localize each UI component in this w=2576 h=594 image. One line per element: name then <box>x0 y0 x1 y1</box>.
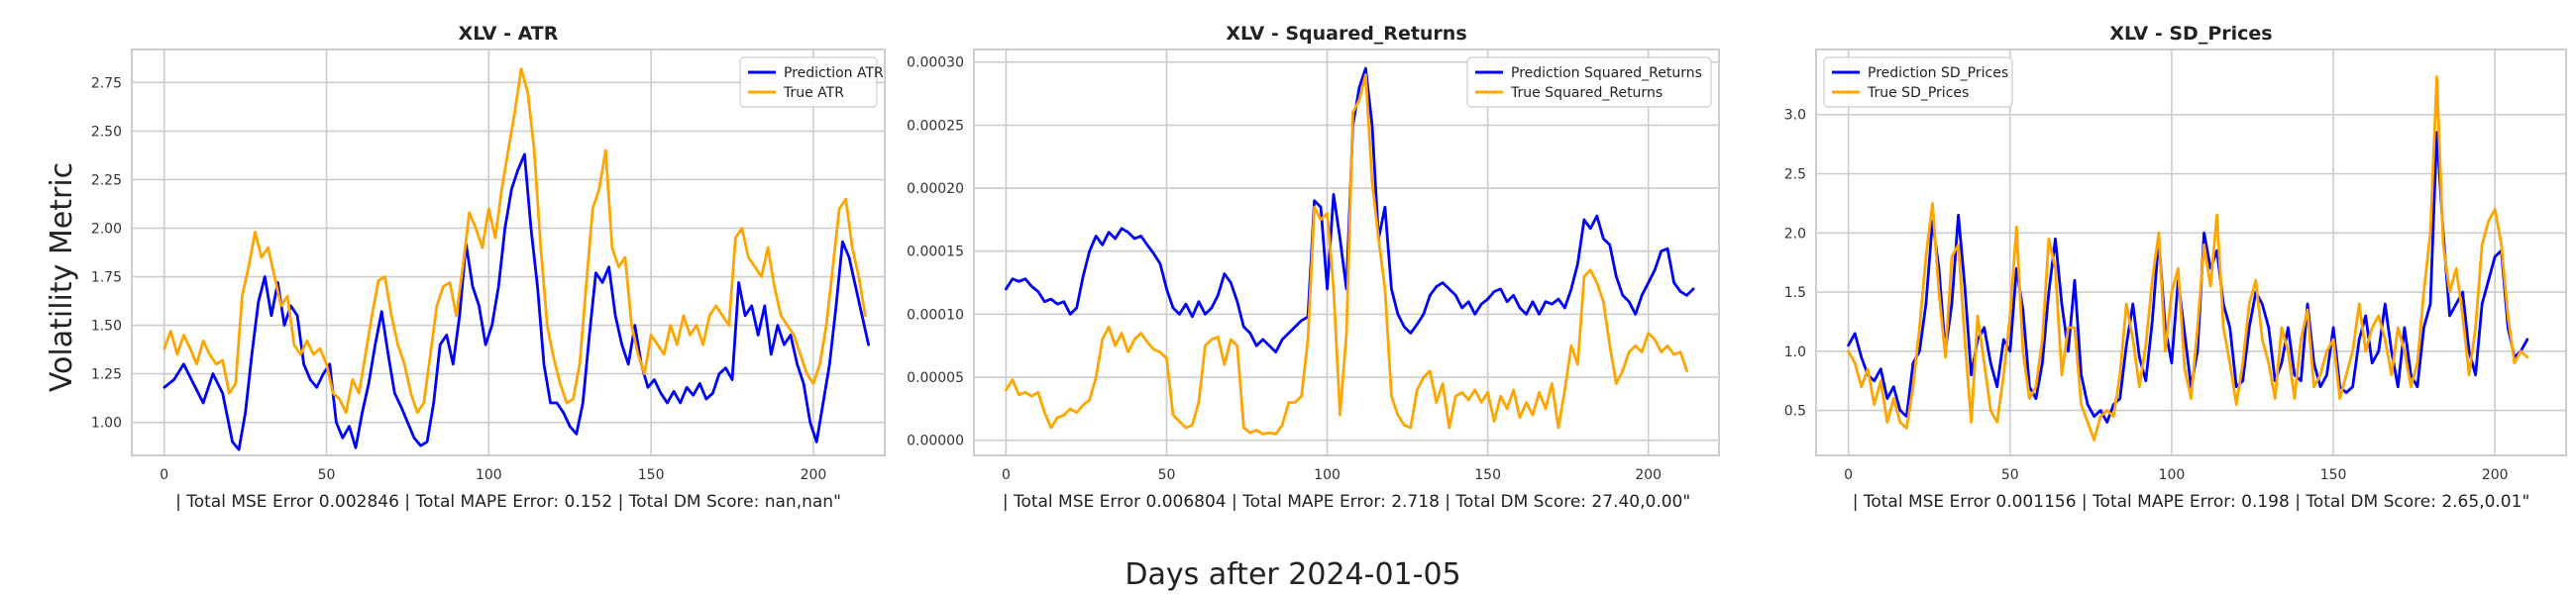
y-tick-label: 0.00010 <box>907 307 964 323</box>
x-tick-label: 0 <box>160 467 168 483</box>
x-tick-label: 200 <box>1635 467 1662 483</box>
legend-entry: True ATR <box>783 85 844 101</box>
y-tick-label: 2.5 <box>1784 167 1806 183</box>
x-tick-label: 100 <box>476 467 502 483</box>
legend-box <box>1823 56 2013 108</box>
x-tick-label: 50 <box>1158 467 1176 483</box>
y-tick-label: 0.00000 <box>907 434 964 449</box>
chart-title: XLV - ATR <box>459 23 559 45</box>
x-tick-label: 150 <box>638 467 665 483</box>
x-tick-label: 200 <box>2482 467 2509 483</box>
x-tick-label: 150 <box>1474 467 1501 483</box>
true-series-line <box>1005 73 1688 436</box>
y-tick-label: 2.0 <box>1784 226 1806 242</box>
legend-entry: Prediction ATR <box>784 65 884 81</box>
x-tick-label: 200 <box>801 467 827 483</box>
chart-title: XLV - Squared_Returns <box>1226 23 1466 45</box>
y-tick-label: 0.00005 <box>907 370 964 386</box>
chart-xlabel: | Total MSE Error 0.006804 | Total MAPE … <box>1003 492 1690 512</box>
y-tick-label: 2.50 <box>91 124 122 140</box>
legend-entry: Prediction SD_Prices <box>1868 65 2008 81</box>
legend: Prediction Squared_Returns True Squared_R… <box>1466 56 1712 108</box>
x-tick-label: 50 <box>2001 467 2019 483</box>
x-tick-label: 50 <box>318 467 336 483</box>
legend-entry: Prediction Squared_Returns <box>1511 65 1702 81</box>
chart-1: 0 50 100 150 200 1.00 1.25 1.50 1.75 2.00 2.25 2.50… <box>91 23 886 512</box>
figure-xlabel: Days after 2024-01-05 <box>1125 557 1460 592</box>
y-tick-label: 1.50 <box>91 319 122 335</box>
x-tick-label: 0 <box>1002 467 1011 483</box>
y-tick-label: 1.75 <box>91 270 122 286</box>
x-tick-label: 100 <box>1314 467 1341 483</box>
y-tick-label: 0.00020 <box>907 181 964 197</box>
x-tick-label: 0 <box>1844 467 1853 483</box>
legend-entry: True Squared_Returns <box>1510 85 1663 101</box>
true-series-line <box>162 67 867 415</box>
figure-ylabel: Volatility Metric <box>45 162 79 392</box>
legend: Prediction ATR True ATR <box>739 56 884 108</box>
chart-title: XLV - SD_Prices <box>2109 23 2272 45</box>
x-tick-label: 150 <box>2320 467 2347 483</box>
plot-frame <box>973 49 1720 456</box>
y-tick-label: 0.00015 <box>907 245 964 260</box>
y-tick-label: 1.25 <box>91 367 122 383</box>
chart-xlabel: | Total MSE Error 0.001156 | Total MAPE … <box>1853 492 2530 512</box>
plot-area <box>132 50 885 455</box>
y-tick-label: 2.00 <box>91 221 122 237</box>
y-tick-label: 1.0 <box>1784 345 1806 360</box>
plot-area <box>974 50 1719 455</box>
legend: Prediction SD_Prices True SD_Prices <box>1823 56 2013 108</box>
x-tick-label: 100 <box>2159 467 2186 483</box>
y-tick-label: 3.0 <box>1784 108 1806 124</box>
plot-frame <box>131 49 886 456</box>
legend-box <box>739 56 878 108</box>
y-tick-label: 0.5 <box>1784 404 1806 420</box>
plot-frame <box>1815 49 2567 456</box>
y-tick-label: 1.5 <box>1784 285 1806 301</box>
y-tick-label: 2.75 <box>91 75 122 91</box>
y-tick-label: 0.00025 <box>907 118 964 134</box>
prediction-series-line <box>162 152 870 451</box>
y-tick-label: 2.25 <box>91 172 122 188</box>
legend-entry: True SD_Prices <box>1867 85 1969 101</box>
legend-box <box>1466 56 1712 108</box>
chart-xlabel: | Total MSE Error 0.002846 | Total MAPE … <box>175 492 841 512</box>
y-tick-label: 1.00 <box>91 416 122 432</box>
prediction-series-line <box>1847 131 2529 424</box>
chart-2: 0 50 100 150 200 0.00000 0.00005 0.00010 0.00015… <box>907 23 1720 512</box>
y-tick-label: 0.00030 <box>907 55 964 71</box>
true-series-line <box>1847 75 2529 442</box>
chart-3: 0 50 100 150 200 0.5 1.0 1.5 2.0 2.5 3.0 XLV - SD_P… <box>1784 23 2567 512</box>
